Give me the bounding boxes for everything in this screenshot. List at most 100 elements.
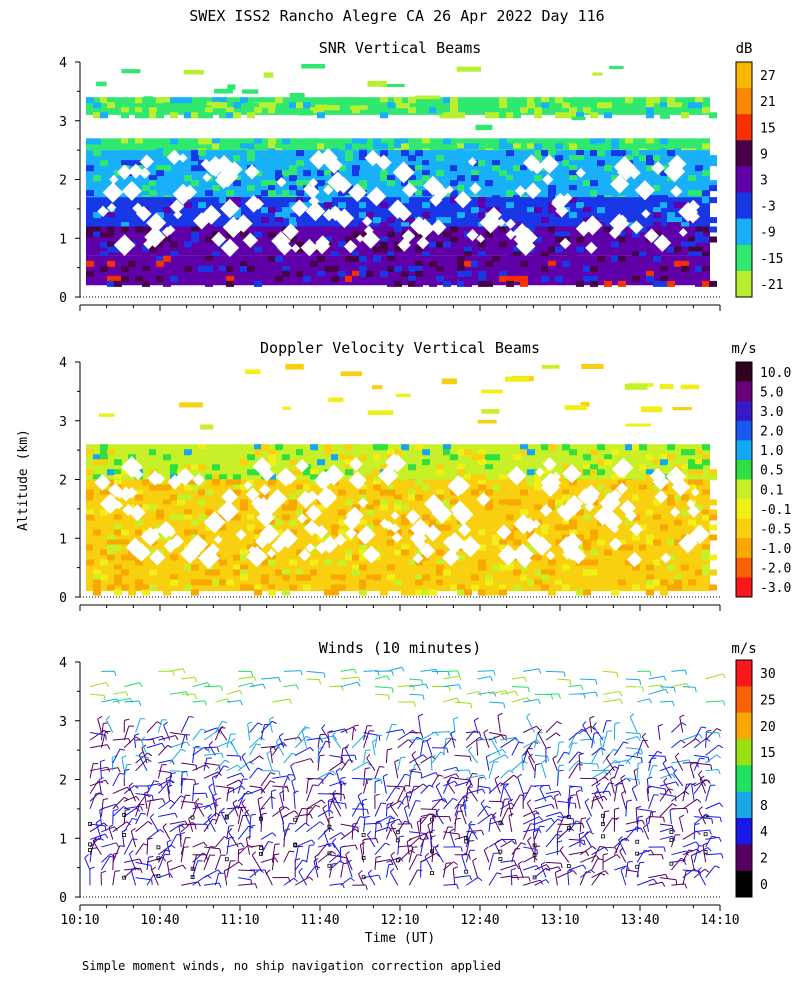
wind-barb-flag [260,807,266,810]
heatmap-cell [289,494,297,501]
heatmap-cell [471,454,479,461]
heatmap-cell [107,554,115,561]
wind-barb-flag [538,828,542,834]
wind-barb-flag [180,748,186,752]
wind-barb [192,784,195,802]
heatmap-cell [121,584,129,591]
heatmap-cell [660,155,668,162]
wind-barb [340,877,351,886]
heatmap-cell [198,150,206,157]
missing-data-gap [540,478,560,498]
heatmap-cell [191,464,199,471]
heatmap-cell [520,260,528,267]
x-tick-label: 10:40 [140,913,179,928]
heatmap-cell [233,102,241,109]
heatmap-cell [478,222,486,229]
heatmap-cell [674,222,682,229]
missing-data-gap [615,482,629,495]
heatmap-cell [429,584,437,591]
heatmap-cell [646,102,654,109]
heatmap-cell [625,241,633,248]
heatmap-cell [401,444,409,451]
wind-barb-flag [399,835,405,838]
wind-barb-flag [695,841,700,847]
wind-barb [306,779,309,794]
heatmap-cell [219,231,227,238]
wind-barb [169,748,182,764]
x-tick-label: 11:10 [220,913,259,928]
heatmap-cell [359,155,367,162]
wind-barb [454,811,459,825]
heatmap-cell [520,170,528,177]
wind-barb-flag [182,864,187,870]
heatmap-cell [667,489,675,496]
heatmap-cell [471,207,479,214]
heatmap-cell [471,275,479,282]
wind-barb [180,779,184,794]
heatmap-cell [562,489,570,496]
wind-barb-flag [323,672,326,679]
wind-barb [636,740,644,756]
wind-barb-flag [704,868,710,873]
wind-barb [462,802,467,817]
wind-barb [454,780,471,787]
heatmap-cell [135,138,143,145]
sparse-echo [367,80,387,87]
wind-barb [249,722,259,733]
heatmap-cell [100,251,108,258]
heatmap-cell [436,549,444,556]
heatmap-cell [443,544,451,551]
missing-data-gap [459,535,482,558]
wind-barb-flag [248,825,254,829]
wind-barb [648,811,652,825]
heatmap-cell [457,569,465,576]
heatmap-cell [548,185,556,192]
wind-barb-flag [618,836,623,841]
missing-data-gap [315,487,338,509]
sparse-echo [481,409,500,414]
wind-barb [195,801,205,817]
heatmap-cell [149,246,157,253]
wind-barb [454,769,469,772]
wind-barb-flag [472,857,478,862]
wind-barb [385,827,392,840]
calm-marker [498,821,503,826]
heatmap-cell [107,231,115,238]
missing-data-gap [644,228,659,244]
heatmap-cell [303,484,311,491]
heatmap-cell [93,175,101,182]
heatmap-cell [702,138,710,145]
heatmap-cell [695,97,703,104]
heatmap-cell [499,504,507,511]
heatmap-cell [674,519,682,526]
winds-colorbar-unit: m/s [731,641,756,657]
heatmap-cell [100,97,108,104]
heatmap-cell [499,202,507,209]
wind-barb-flag [594,790,599,795]
wind-barb [472,860,479,878]
heatmap-cell [555,539,563,546]
sparse-echo [477,419,497,424]
wind-barb-flag [318,679,322,685]
heatmap-cell [471,489,479,496]
heatmap-cell [436,270,444,277]
wind-barb [674,756,684,771]
wind-barb-flag [241,752,246,757]
heatmap-cell [583,107,591,114]
colorbar-label: -0.5 [760,522,791,537]
heatmap-cell [310,260,318,267]
heatmap-cell [660,197,668,204]
heatmap-cell [275,217,283,224]
wind-barb-flag [637,761,644,764]
heatmap-cell [114,180,122,187]
missing-data-gap [327,171,349,193]
wind-barb [409,833,426,840]
wind-barb [112,786,128,795]
wind-barb [294,859,304,871]
missing-data-gap [665,466,687,487]
heatmap-cell [240,265,248,272]
heatmap-cell [632,444,640,451]
heatmap-cell [191,564,199,571]
wind-barb [158,745,168,756]
heatmap-cell [331,589,339,596]
